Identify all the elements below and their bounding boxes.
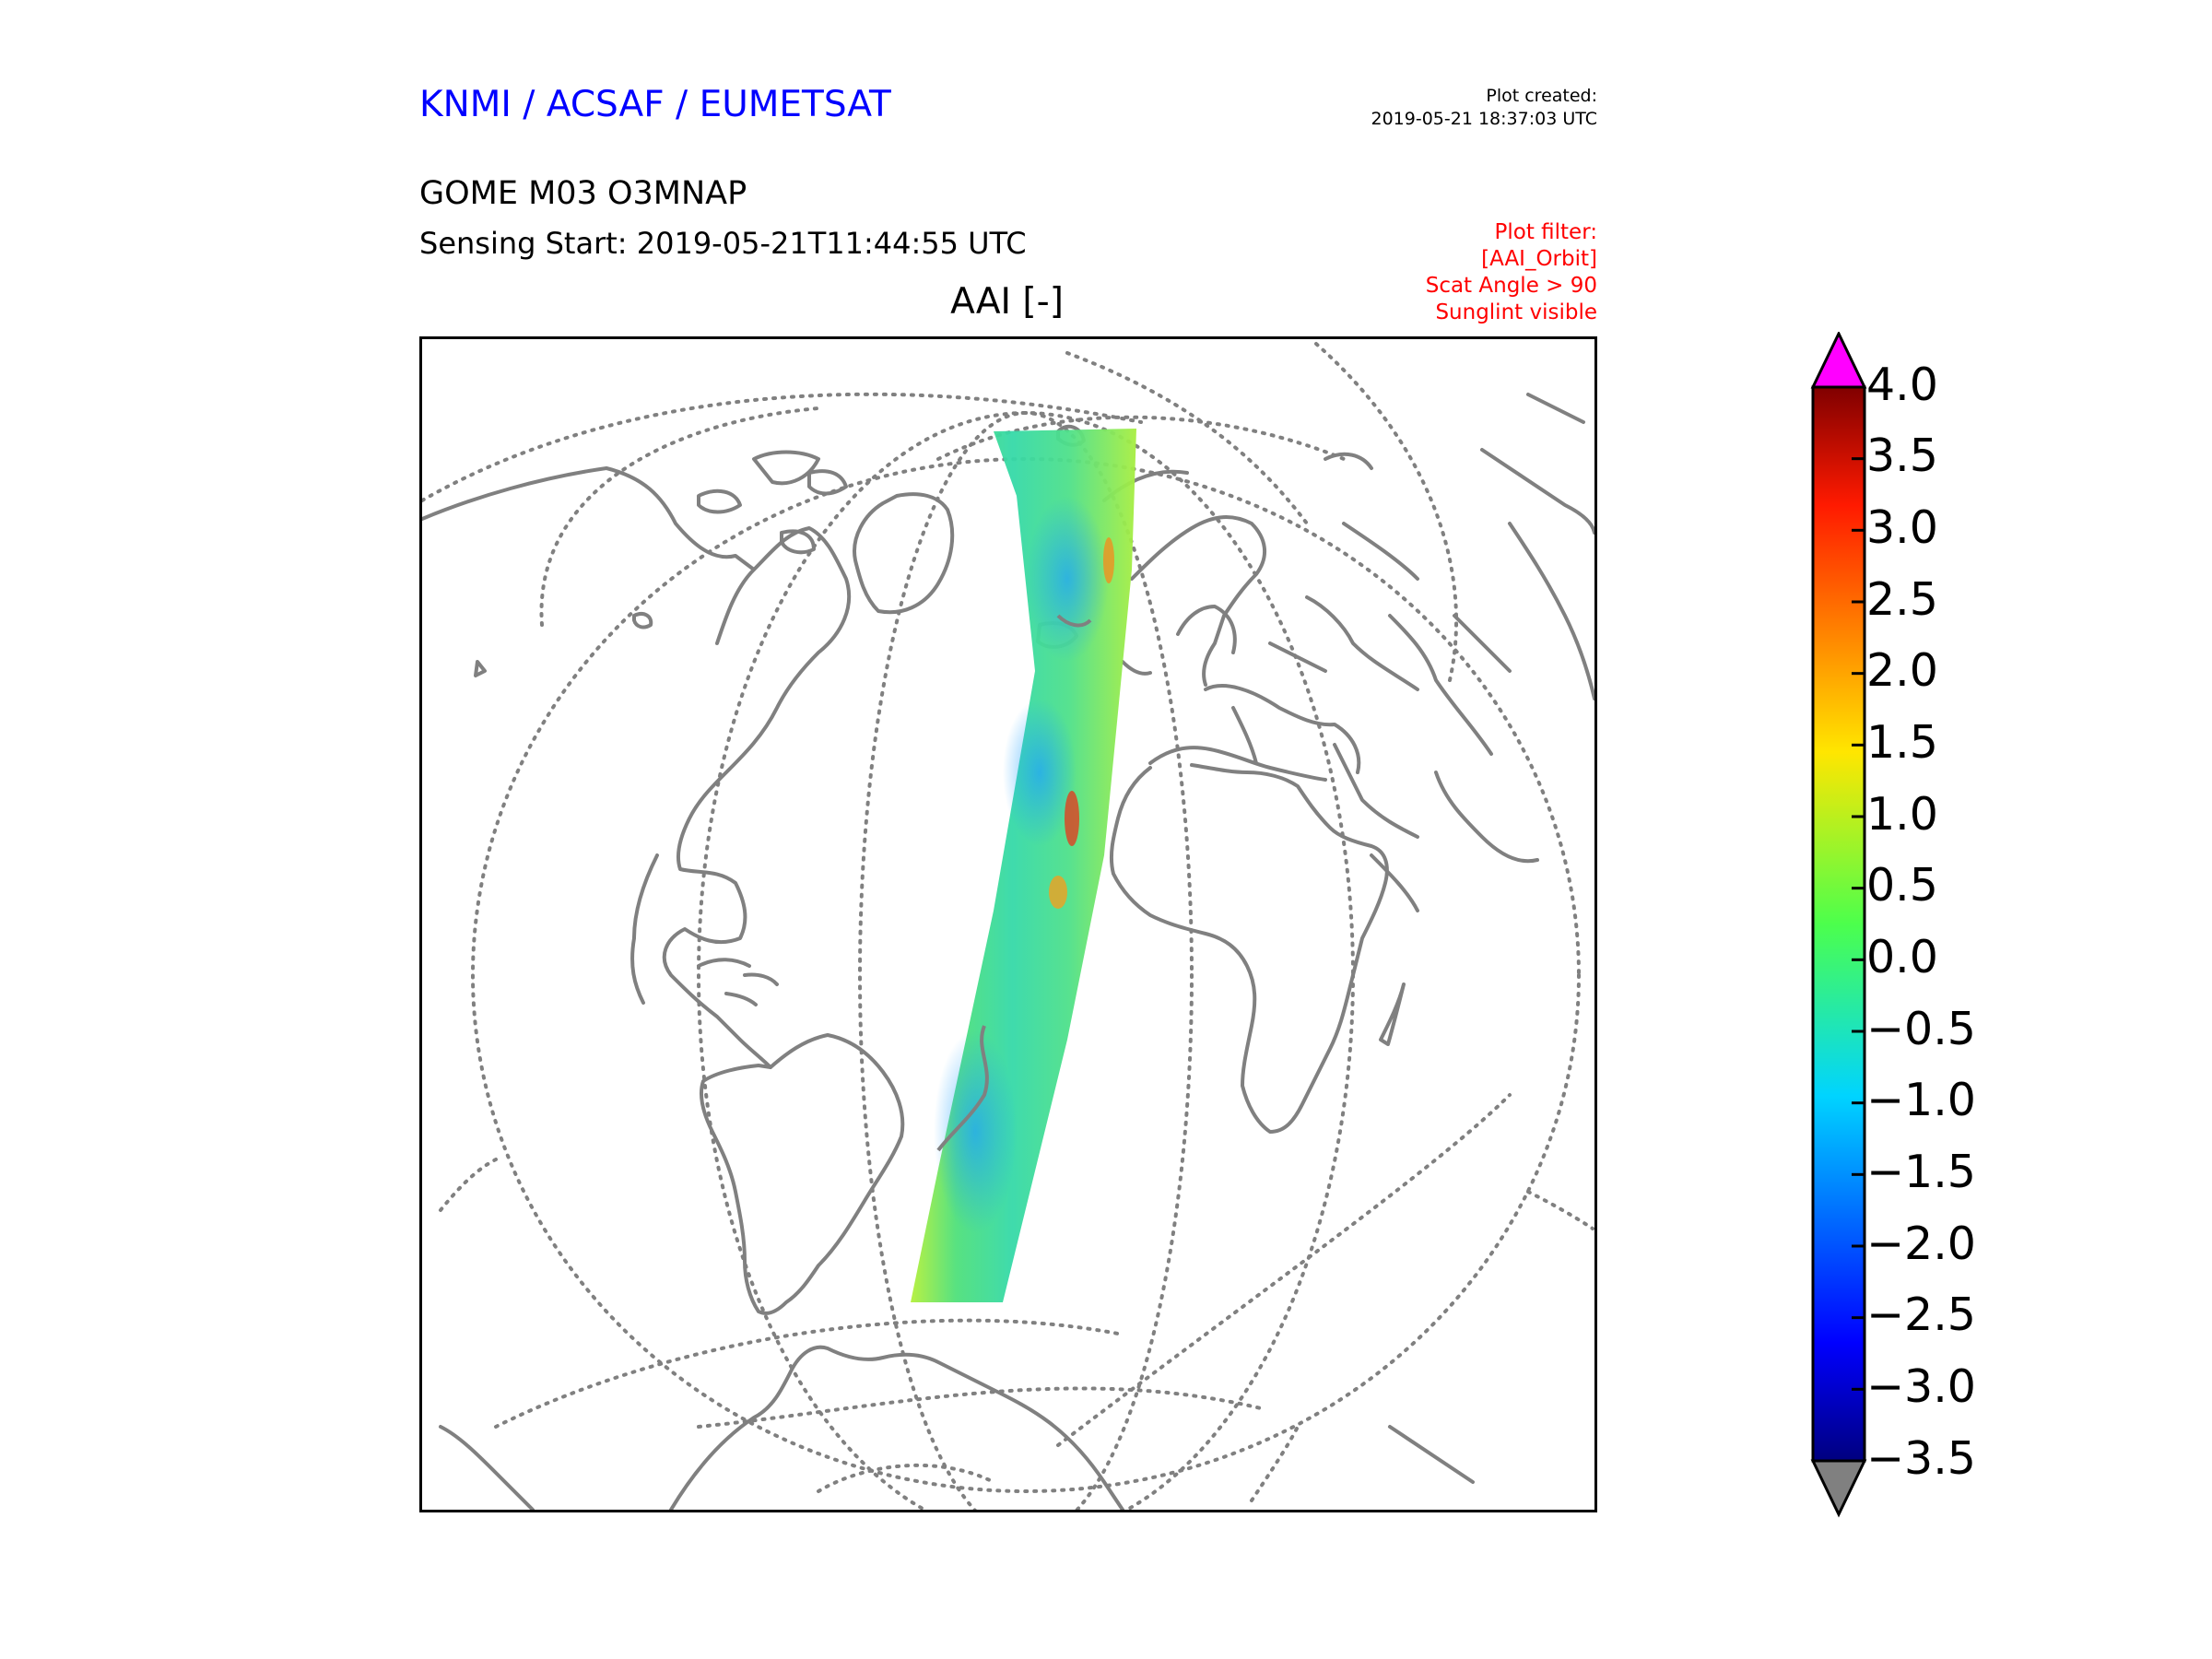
map-panel (419, 336, 1597, 1512)
sensing-start: Sensing Start: 2019-05-21T11:44:55 UTC (419, 226, 1027, 261)
colorbar-tick-label: −1.0 (1866, 1074, 1976, 1126)
plot-created-info: Plot created: 2019-05-21 18:37:03 UTC (1371, 85, 1598, 131)
colorbar (1806, 330, 1871, 1524)
plot-filter: Plot filter: [AAI_Orbit] Scat Angle > 90… (1426, 219, 1597, 326)
filter-line-scat-angle: Scat Angle > 90 (1425, 274, 1597, 298)
colorbar-tick-label: −3.0 (1866, 1360, 1976, 1413)
colorbar-under-triangle (1810, 1459, 1867, 1518)
coastlines (422, 393, 1594, 1510)
colorbar-tick-label: −1.5 (1866, 1146, 1976, 1198)
colorbar-over-triangle (1810, 330, 1867, 389)
colorbar-svg (1810, 330, 1867, 1518)
colorbar-tick-label: −2.0 (1866, 1218, 1976, 1270)
colorbar-tick-label: 3.5 (1866, 429, 1938, 482)
plot-created-time: 2019-05-21 18:37:03 UTC (1371, 109, 1598, 129)
colorbar-tick-label: −0.5 (1866, 1003, 1976, 1055)
swath-low-aai-region-north (1026, 496, 1109, 662)
swath-high-aai-patch-1 (1065, 791, 1079, 846)
swath-coastline (936, 1025, 989, 1152)
colorbar-tick-label: 1.0 (1866, 788, 1938, 841)
swath-high-aai-patch-2 (1049, 876, 1067, 909)
colorbar-gradient (1811, 385, 1866, 1463)
organization-title: KNMI / ACSAF / EUMETSAT (419, 84, 891, 125)
colorbar-tick-label: 0.5 (1866, 859, 1938, 912)
colorbar-tick-label: 1.5 (1866, 716, 1938, 769)
aai-swath (911, 429, 1136, 1302)
filter-line-title: Plot filter: (1494, 220, 1597, 244)
swath-high-aai-patch-3 (1103, 537, 1114, 583)
swath-low-aai-region-south (934, 1030, 1017, 1233)
plot-created-label: Plot created: (1486, 86, 1597, 106)
map-svg (422, 342, 1594, 1510)
colorbar-tick-label: 2.5 (1866, 573, 1938, 626)
colorbar-tick-label: 2.0 (1866, 644, 1938, 697)
colorbar-tick-label: 3.0 (1866, 501, 1938, 554)
product-name: GOME M03 O3MNAP (419, 175, 747, 212)
colorbar-tick-label: −3.5 (1866, 1432, 1976, 1485)
swath-coastline (1056, 614, 1092, 628)
colorbar-tick-label: 4.0 (1866, 359, 1938, 411)
colorbar-tick-label: −2.5 (1866, 1288, 1976, 1341)
map-title: AAI [-] (950, 281, 1064, 323)
colorbar-tick-label: 0.0 (1866, 931, 1938, 983)
colorbar-ticks (1852, 385, 1865, 1463)
swath-low-aai-region-mid (1003, 699, 1077, 846)
filter-line-sunglint: Sunglint visible (1435, 300, 1597, 324)
filter-line-orbit: [AAI_Orbit] (1481, 247, 1597, 271)
